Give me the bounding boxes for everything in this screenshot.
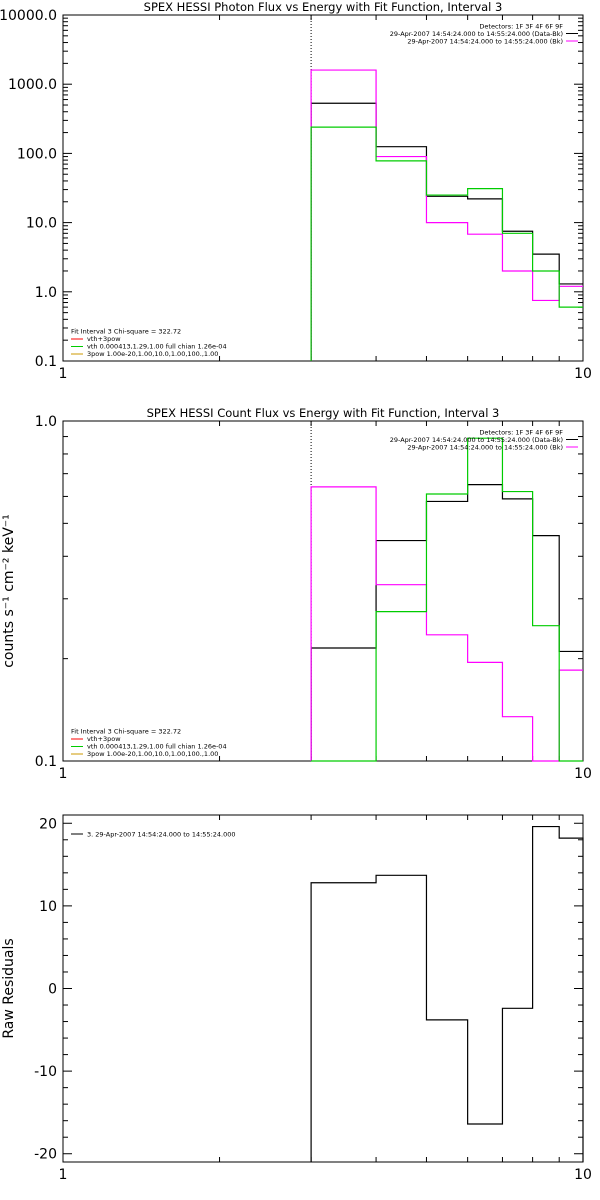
y-tick-label: -20 [34,1147,57,1163]
x-tick-label: 10 [574,1167,592,1183]
x-tick-label: 1 [59,766,68,782]
legend-top-text: 29-Apr-2007 14:54:24.000 to 14:55:24.000… [390,436,563,444]
chart-title: SPEX HESSI Photon Flux vs Energy with Fi… [144,0,503,14]
y-tick-label: 10.0 [26,216,57,232]
plot-frame [62,420,584,762]
plot-frame [62,14,584,362]
y-tick-label: -10 [34,1064,57,1080]
chart-panel-1: SPEX HESSI Photon Flux vs Energy with Fi… [0,0,592,382]
y-tick-label: 1.0 [35,414,57,430]
y-axis-label: counts s⁻¹ cm⁻² keV⁻¹ [1,514,17,668]
y-tick-label: 10000.0 [0,8,57,24]
series-2-step-line [310,486,583,762]
series-3-step-line [311,437,583,762]
legend-top-text: 29-Apr-2007 14:54:24.000 to 14:55:24.000… [407,444,563,452]
legend-bottom-text: vth 0.000413,1.29,1.00 full chian 1.26e-… [87,743,227,751]
x-tick-label: 1 [59,1167,68,1183]
series-3-step-line [310,126,583,361]
y-tick-label: 1000.0 [8,77,57,93]
legend-bottom-text: vth+3pow [87,335,121,343]
legend-bottom-text: Fit Interval 3 Chi-square = 322.72 [71,728,181,736]
legend-bottom-text: 3pow 1.00e-20,1.00,10.0,1.00,100.,1.00 [87,350,218,358]
legend-bottom-text: vth+3pow [87,735,121,743]
series-1-step-line [310,825,584,1162]
series-1-step-line [310,102,583,361]
y-tick-label: 0.1 [35,754,57,770]
y-tick-label: 10 [39,899,57,915]
legend-top-text: 3. 29-Apr-2007 14:54:24.000 to 14:55:24.… [87,831,236,839]
x-tick-label: 10 [574,366,592,382]
y-tick-label: 20 [39,816,57,832]
legend-top-text: Detectors: 1F 3F 4F 6F 9F [479,23,563,31]
chart-panel-2: SPEX HESSI Count Flux vs Energy with Fit… [1,406,592,782]
x-tick-label: 1 [59,366,68,382]
chart-title: SPEX HESSI Count Flux vs Energy with Fit… [147,406,500,420]
y-tick-label: 0.1 [35,354,57,370]
plot-frame [62,814,584,1163]
y-tick-label: 1.0 [35,285,57,301]
y-axis-label: Raw Residuals [1,938,17,1038]
series-1-step-line [310,484,583,761]
chart-panel-3: 1 10 20 10 0 -10 -20 Raw Residuals 3. 29-Apr-200… [1,814,592,1183]
y-tick-label: 100.0 [17,146,57,162]
legend-top-text: 29-Apr-2007 14:54:24.000 to 14:55:24.000… [407,38,563,46]
y-tick-label: 0 [48,982,57,998]
x-tick-label: 10 [574,766,592,782]
legend-bottom-text: vth 0.000413,1.29,1.00 full chian 1.26e-… [87,343,227,351]
legend-bottom-text: 3pow 1.00e-20,1.00,10.0,1.00,100.,1.00 [87,750,218,758]
series-2-step-line [310,69,583,361]
legend-top-text: 29-Apr-2007 14:54:24.000 to 14:55:24.000… [390,30,563,38]
legend-bottom-text: Fit Interval 3 Chi-square = 322.72 [71,328,181,336]
legend-top-text: Detectors: 1F 3F 4F 6F 9F [479,429,563,437]
